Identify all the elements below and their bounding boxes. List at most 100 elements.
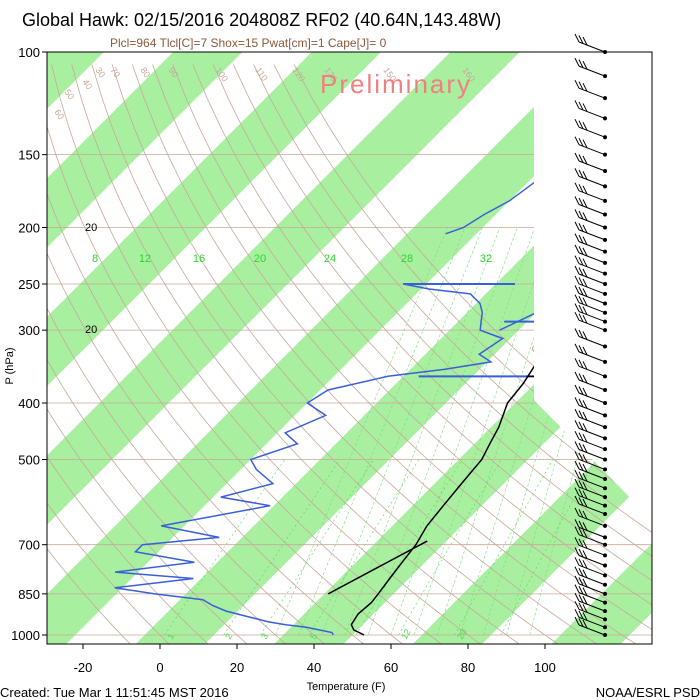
temperature-tick-label: 100 <box>534 660 556 675</box>
wind-barb-flag <box>582 199 588 208</box>
mixing-ratio-label: 3 <box>259 632 270 641</box>
mixing-ratio-label: 2 <box>223 632 234 641</box>
wind-barb-flag <box>574 478 580 488</box>
wind-barb-staff <box>578 273 606 285</box>
wind-barb-staff <box>578 515 606 527</box>
wind-barb-staff <box>578 283 606 295</box>
wind-barb-flag <box>578 594 584 603</box>
wind-barb-dot <box>603 310 607 315</box>
wind-barb-flag <box>574 519 580 528</box>
wind-barb-flag <box>578 234 584 244</box>
wind-barb-flag <box>578 398 584 408</box>
isotherm-band-label: 24 <box>324 253 336 265</box>
wind-barb-flag <box>574 152 580 162</box>
isotherm-band-label: 32 <box>480 253 492 265</box>
wind-barb-staff <box>578 555 606 566</box>
pressure-tick-label: 500 <box>18 452 40 467</box>
isotherm-band <box>274 266 652 644</box>
wind-barb-flag <box>582 361 588 370</box>
wind-barb-dot <box>603 96 607 101</box>
wind-barb-dot <box>603 271 607 276</box>
wind-barb-flag <box>578 184 584 193</box>
wind-barb-flag <box>574 209 580 218</box>
mixing-ratio-line <box>398 459 502 636</box>
wind-barb-staff <box>578 624 606 636</box>
wind-barb-flag <box>578 442 584 452</box>
pressure-tick-label: 1000 <box>11 628 40 643</box>
wind-barb-flag <box>582 346 588 356</box>
wind-barb-flag <box>578 101 584 111</box>
wind-barb-staff <box>578 427 606 439</box>
wind-barb-flag <box>578 471 584 480</box>
wind-barb-flag <box>582 540 588 549</box>
wind-barb-flag <box>574 575 580 585</box>
created-timestamp: Created: Tue Mar 1 11:51:45 MST 2016 <box>0 685 229 700</box>
wind-barb-dot <box>603 169 607 174</box>
wind-barb-dot <box>603 425 607 430</box>
wind-barb-flag <box>574 451 580 460</box>
wind-barb-staff <box>578 592 606 604</box>
wind-barb-flag <box>582 560 588 569</box>
mixing-ratio-line <box>260 459 375 636</box>
wind-barb-dot <box>603 388 607 393</box>
wind-barb-dot <box>603 135 607 140</box>
wind-barb-flag <box>574 79 580 89</box>
pressure-tick-label: 700 <box>18 538 40 553</box>
wind-barb-flag <box>578 329 584 339</box>
wind-barb-flag <box>574 343 580 353</box>
wind-barb-flag <box>574 566 580 575</box>
wind-barb-dot <box>603 291 607 296</box>
plot-area: -30-20-100103030405060708090100110120130… <box>47 52 652 644</box>
moist-adiabat-line <box>275 227 448 636</box>
wind-barb-flag <box>574 507 580 517</box>
wind-barb-staff <box>578 65 606 77</box>
wind-barb-flag <box>574 244 580 254</box>
dry-adiabat-line <box>293 64 652 463</box>
dewpoint-line <box>114 283 505 636</box>
wind-barb-staff <box>578 583 606 595</box>
wind-barb-flag <box>578 359 584 369</box>
wind-barb-flag <box>582 400 588 409</box>
wind-barb-flag <box>578 520 584 530</box>
wind-barb-flag <box>582 529 588 538</box>
wind-barb-flag <box>578 432 584 441</box>
wind-barb-dot <box>603 535 607 540</box>
wind-barb-flag <box>574 609 580 618</box>
temperature-tick-label: -20 <box>74 660 93 675</box>
wind-barb-flag <box>582 306 588 315</box>
mixing-ratio-lines <box>164 459 596 636</box>
isotherm-band-label: 8 <box>92 253 98 265</box>
isotherm-band <box>47 52 520 525</box>
wind-barb-dot <box>603 503 607 508</box>
wind-barb-dot <box>603 436 607 441</box>
moist-adiabat-line <box>413 227 553 636</box>
wind-barb-dot <box>603 359 607 364</box>
wind-barb-dot <box>603 625 607 630</box>
wind-barb-flag <box>582 454 588 463</box>
wind-barb-staff <box>578 495 606 507</box>
dry-adiabat-label: 90 <box>166 65 180 79</box>
wind-barb-dot <box>603 237 607 242</box>
x-axis-label: Temperature (F) <box>307 681 386 693</box>
moist-adiabat-line <box>390 227 536 636</box>
mixing-ratio-line <box>454 459 554 636</box>
temperature-tick-label: 0 <box>156 660 163 675</box>
wind-barb-flag <box>582 258 588 267</box>
wind-barb-dot <box>603 401 607 406</box>
moist-adiabat-line <box>436 227 570 636</box>
wind-barb-flag <box>578 286 584 296</box>
wind-barb-flag <box>578 373 584 382</box>
wind-barb-flag <box>582 36 588 46</box>
wind-barb-flag <box>574 495 580 505</box>
dry-adiabat-label: 80 <box>138 65 152 79</box>
wind-barb-flag <box>574 233 580 242</box>
wind-barb-flag <box>582 121 588 131</box>
wind-barb-dot <box>603 609 607 614</box>
side-small-label: 20 <box>85 324 97 336</box>
wind-barb-flag <box>578 509 584 518</box>
wind-barb-dot <box>603 476 607 481</box>
wind-barb-flag <box>582 498 588 508</box>
dry-adiabat-line <box>172 64 652 606</box>
wind-barb-dot <box>603 486 607 491</box>
wind-barb-flag <box>582 171 588 180</box>
